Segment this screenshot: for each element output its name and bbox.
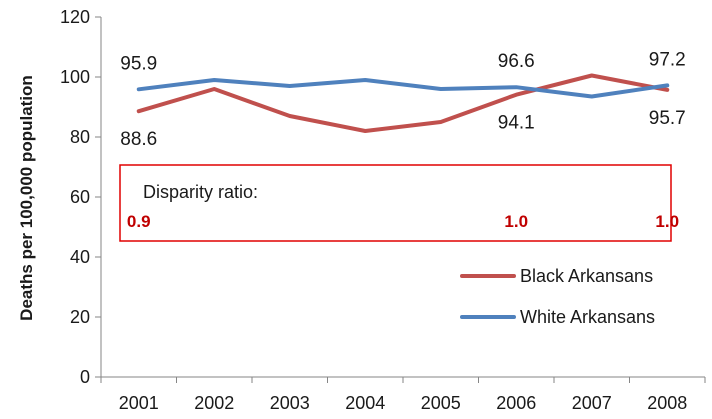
y-axis: 0 20 40 60 80 100 120 xyxy=(60,7,102,387)
data-label: 95.9 xyxy=(120,53,157,74)
series-lines xyxy=(136,73,670,133)
data-labels: 95.9 88.6 96.6 94.1 97.2 95.7 xyxy=(120,49,685,150)
data-label: 88.6 xyxy=(120,129,157,150)
x-tick-label: 2005 xyxy=(421,393,461,413)
x-tick-label: 2003 xyxy=(270,393,310,413)
disparity-value: 1.0 xyxy=(655,212,679,231)
y-tick-label: 40 xyxy=(70,247,90,267)
x-axis: 2001 2002 2003 2004 2005 2006 2007 2008 xyxy=(100,376,706,413)
x-tick-label: 2004 xyxy=(345,393,385,413)
data-label: 94.1 xyxy=(498,113,535,134)
disparity-box: Disparity ratio: 0.9 1.0 1.0 xyxy=(119,164,679,242)
disparity-value: 1.0 xyxy=(504,212,528,231)
y-tick-label: 0 xyxy=(80,367,90,387)
disparity-title: Disparity ratio: xyxy=(143,182,258,202)
disparity-value: 0.9 xyxy=(127,212,151,231)
series-line-black-arkansans xyxy=(136,73,670,133)
disparity-box-border xyxy=(119,164,672,242)
legend-label-white-arkansans: White Arkansans xyxy=(520,307,655,327)
legend: Black Arkansans White Arkansans xyxy=(460,266,655,327)
data-label: 95.7 xyxy=(649,108,686,129)
series-line-white-arkansans xyxy=(136,78,670,99)
y-tick-label: 120 xyxy=(60,7,90,27)
data-label: 96.6 xyxy=(498,51,535,72)
y-tick-label: 80 xyxy=(70,127,90,147)
x-tick-label: 2002 xyxy=(194,393,234,413)
y-tick-label: 20 xyxy=(70,307,90,327)
y-tick-label: 100 xyxy=(60,67,90,87)
y-axis-title: Deaths per 100,000 population xyxy=(17,75,36,321)
legend-label-black-arkansans: Black Arkansans xyxy=(520,266,653,286)
x-tick-label: 2008 xyxy=(647,393,687,413)
y-tick-label: 60 xyxy=(70,187,90,207)
x-tick-label: 2006 xyxy=(496,393,536,413)
data-label: 97.2 xyxy=(649,49,686,70)
x-tick-label: 2001 xyxy=(119,393,159,413)
x-tick-label: 2007 xyxy=(572,393,612,413)
